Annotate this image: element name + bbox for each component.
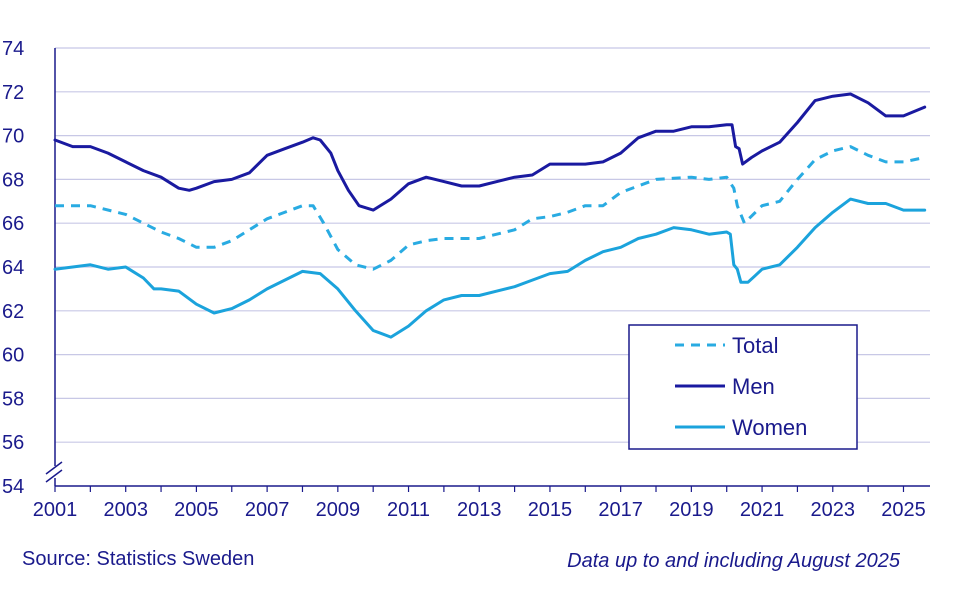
x-tick-label-2013: 2013 — [457, 499, 502, 521]
data-range-note: Data up to and including August 2025 — [567, 550, 900, 572]
x-tick-label-2021: 2021 — [740, 499, 785, 521]
source-note: Source: Statistics Sweden — [22, 548, 255, 570]
x-tick-label-2003: 2003 — [103, 499, 148, 521]
x-tick-label-2023: 2023 — [811, 499, 856, 521]
series-line-total — [55, 145, 926, 271]
series-line-men — [53, 92, 927, 212]
axis-break-mark-upper — [45, 461, 63, 475]
gridlines — [55, 47, 930, 443]
axis-break-mark-lower — [45, 469, 63, 483]
x-tick-label-2025: 2025 — [881, 499, 926, 521]
y-tick-label-74: 74 — [2, 38, 24, 60]
series-line-women — [53, 197, 927, 339]
x-tick-label-2017: 2017 — [598, 499, 643, 521]
legend-box — [628, 324, 858, 450]
y-tick-label-62: 62 — [2, 301, 24, 323]
legend-label-total: Total — [732, 333, 778, 358]
legend: Total Men Women — [628, 324, 858, 450]
axes: 54 56 58 60 62 64 66 68 70 72 74 2001 2003 2005 2007 20… — [2, 38, 930, 521]
axis-break-gap — [47, 466, 63, 478]
legend-label-women: Women — [732, 415, 807, 440]
x-tick-label-2011: 2011 — [387, 499, 430, 521]
y-tick-label-58: 58 — [2, 388, 24, 410]
y-tick-label-68: 68 — [2, 169, 24, 191]
y-tick-label-70: 70 — [2, 126, 24, 148]
y-tick-label-64: 64 — [2, 257, 24, 279]
y-tick-label-60: 60 — [2, 345, 24, 367]
y-tick-label-54: 54 — [2, 476, 24, 498]
x-tick-label-2015: 2015 — [528, 499, 573, 521]
y-tick-label-56: 56 — [2, 432, 24, 454]
y-tick-label-66: 66 — [2, 213, 24, 235]
legend-label-men: Men — [732, 374, 775, 399]
y-tick-label-72: 72 — [2, 82, 24, 104]
series-lines — [53, 92, 927, 339]
x-tick-label-2001: 2001 — [33, 499, 78, 521]
x-tick-label-2019: 2019 — [669, 499, 714, 521]
x-tick-label-2009: 2009 — [316, 499, 361, 521]
x-tick-label-2007: 2007 — [245, 499, 290, 521]
x-tick-label-2005: 2005 — [174, 499, 219, 521]
